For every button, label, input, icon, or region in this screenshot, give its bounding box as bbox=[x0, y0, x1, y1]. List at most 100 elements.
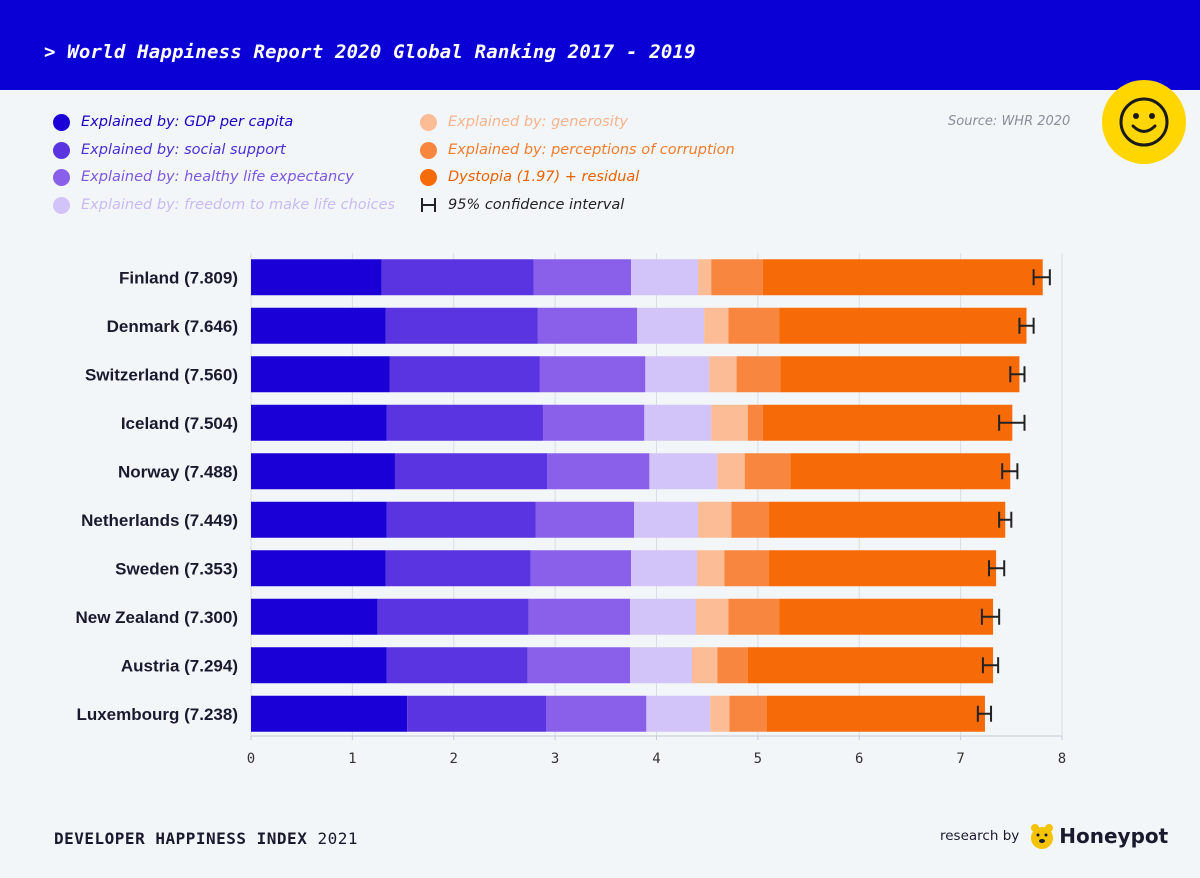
bar-segment bbox=[251, 501, 387, 538]
bar-segment bbox=[634, 501, 699, 538]
legend-swatch bbox=[53, 113, 70, 131]
bar-segment bbox=[630, 647, 692, 684]
legend-swatch bbox=[53, 168, 70, 186]
bar-segment bbox=[631, 550, 698, 587]
bar-segment bbox=[533, 259, 632, 296]
legend-swatch bbox=[420, 113, 437, 131]
source-note: Source: WHR 2020 bbox=[948, 114, 1071, 129]
bar-segment bbox=[546, 695, 647, 732]
x-tick-label: 6 bbox=[855, 751, 863, 767]
page-title: > World Happiness Report 2020 Global Ran… bbox=[44, 41, 696, 63]
x-tick-label: 1 bbox=[348, 751, 356, 767]
bar-segment bbox=[717, 647, 748, 684]
bar-segment bbox=[762, 259, 1043, 296]
bar-segment bbox=[731, 501, 770, 538]
bar-segment bbox=[251, 404, 387, 441]
bar-segment bbox=[542, 404, 645, 441]
bar-segment bbox=[728, 598, 780, 635]
bar-segment bbox=[724, 550, 770, 587]
bar-segment bbox=[386, 501, 536, 538]
legend-label: Dystopia (1.97) + residual bbox=[448, 169, 640, 185]
x-tick-label: 5 bbox=[754, 751, 762, 767]
bar-segment bbox=[385, 307, 538, 344]
bar-segment bbox=[637, 307, 705, 344]
bar-segment bbox=[728, 307, 780, 344]
category-label: Finland (7.809) bbox=[119, 268, 238, 287]
legend-label: Explained by: GDP per capita bbox=[81, 114, 294, 130]
bar-segment bbox=[766, 695, 985, 732]
bar-segment bbox=[717, 453, 745, 490]
category-label: Iceland (7.504) bbox=[121, 414, 238, 433]
category-label: Luxembourg (7.238) bbox=[76, 705, 238, 724]
index-title: DEVELOPER HAPPINESS INDEX bbox=[54, 829, 308, 848]
bar-segment bbox=[696, 598, 729, 635]
bar-segment bbox=[251, 598, 378, 635]
bar-segment bbox=[646, 695, 711, 732]
bar-segment bbox=[698, 501, 732, 538]
bar-segment bbox=[251, 550, 386, 587]
bar-segment bbox=[251, 647, 387, 684]
bar-segment bbox=[769, 550, 997, 587]
bar-segment bbox=[747, 404, 763, 441]
category-label: Norway (7.488) bbox=[118, 462, 238, 481]
bar-segment bbox=[729, 695, 767, 732]
bar-segment bbox=[697, 550, 725, 587]
legend-label: Explained by: perceptions of corruption bbox=[448, 142, 735, 158]
x-tick-label: 2 bbox=[450, 751, 458, 767]
legend-item-social-support: Explained by: social support bbox=[53, 139, 286, 161]
category-label: Sweden (7.353) bbox=[115, 559, 238, 578]
legend-item-corruption: Explained by: perceptions of corruption bbox=[420, 139, 735, 161]
bar-segment bbox=[539, 356, 646, 393]
bar-segment bbox=[711, 259, 763, 296]
honeypot-bear-icon bbox=[1031, 824, 1054, 849]
bar-segment bbox=[630, 598, 697, 635]
bar-segment bbox=[251, 453, 395, 490]
legend-swatch bbox=[420, 141, 437, 159]
bar-segment bbox=[644, 404, 712, 441]
bar-segment bbox=[386, 647, 528, 684]
honeypot-brand: Honeypot bbox=[1059, 824, 1169, 848]
research-by-label: research by bbox=[940, 828, 1020, 844]
bar-segment bbox=[762, 404, 1013, 441]
bar-segment bbox=[377, 598, 529, 635]
bar-segment bbox=[251, 307, 386, 344]
bar-segment bbox=[649, 453, 718, 490]
bar-segment bbox=[394, 453, 548, 490]
category-label: Netherlands (7.449) bbox=[81, 511, 238, 530]
bar-segment bbox=[747, 647, 994, 684]
bar-segment bbox=[251, 356, 390, 393]
footer-credit: research by Honeypot bbox=[940, 822, 1168, 850]
legend-item-life-expectancy: Explained by: healthy life expectancy bbox=[53, 166, 354, 188]
bar-segment bbox=[530, 550, 632, 587]
bar-segment bbox=[769, 501, 1006, 538]
legend-item-confidence-interval: 95% confidence interval bbox=[420, 194, 624, 216]
legend-label: Explained by: healthy life expectancy bbox=[81, 169, 354, 185]
bar-segment bbox=[779, 598, 994, 635]
bar-segment bbox=[736, 356, 781, 393]
bar-segment bbox=[251, 695, 408, 732]
smiley-icon bbox=[1102, 80, 1186, 164]
legend-swatch bbox=[420, 168, 437, 186]
bar-segment bbox=[698, 259, 712, 296]
bar-segment bbox=[645, 356, 710, 393]
bar-segment bbox=[744, 453, 791, 490]
legend-label: 95% confidence interval bbox=[448, 197, 625, 213]
bar-segment bbox=[535, 501, 635, 538]
category-label: Denmark (7.646) bbox=[107, 317, 238, 336]
bar-segment bbox=[389, 356, 540, 393]
bar-segment bbox=[385, 550, 531, 587]
legend-label: Explained by: freedom to make life choic… bbox=[81, 197, 396, 213]
legend-item-generosity: Explained by: generosity bbox=[420, 111, 628, 133]
stacked-bar-chart: Finland (7.809) Denmark (7.646) Switzerlan… bbox=[75, 253, 1066, 767]
legend-item-freedom: Explained by: freedom to make life choic… bbox=[53, 194, 395, 216]
x-tick-label: 4 bbox=[652, 751, 660, 767]
bar-segment bbox=[381, 259, 534, 296]
bar-segment bbox=[711, 404, 748, 441]
bar-segment bbox=[790, 453, 1011, 490]
category-label: New Zealand (7.300) bbox=[75, 608, 238, 627]
x-tick-label: 7 bbox=[956, 751, 964, 767]
error-bar-icon bbox=[420, 197, 437, 213]
x-tick-label: 8 bbox=[1058, 751, 1066, 767]
category-label: Austria (7.294) bbox=[121, 656, 238, 675]
bar-segment bbox=[547, 453, 650, 490]
